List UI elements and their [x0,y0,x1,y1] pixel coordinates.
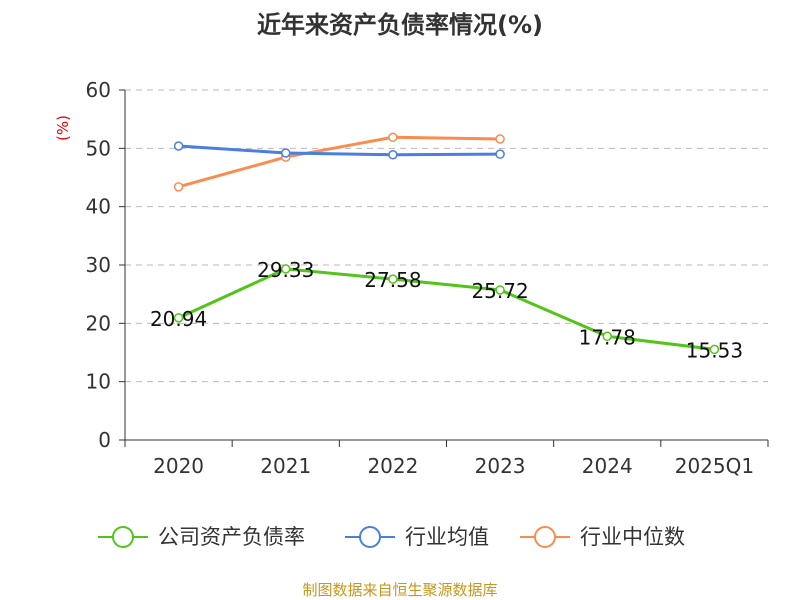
data-point [388,132,398,142]
x-tick-label: 2021 [260,454,311,478]
data-point [173,182,184,192]
data-point [173,313,184,323]
y-tick-label: 50 [86,136,111,160]
x-tick-label: 2025Q1 [675,454,754,478]
data-point [602,331,612,342]
data-point [281,148,291,158]
data-label: 20.94 [150,307,207,331]
data-point [495,285,505,295]
chart-title: 近年来资产负债率情况(%) [257,11,543,39]
series-line [178,144,501,157]
data-label: 25.72 [471,279,528,303]
y-axis-label: (%) [54,115,72,141]
x-tick-label: 2022 [367,454,418,478]
x-tick-label: 2024 [582,454,633,478]
data-point [281,264,291,274]
series-line [178,135,501,189]
legend-marker [359,526,381,548]
legend-marker [112,526,134,548]
data-point [173,141,184,151]
data-label: 15.53 [686,338,743,362]
legend-label: 公司资产负债率 [158,525,305,549]
data-point [495,134,505,144]
y-tick-label: 10 [86,370,111,394]
legend-marker [534,526,556,548]
data-point [709,344,720,355]
data-label: 17.78 [579,325,636,349]
data-label: 27.58 [364,268,421,292]
data-point [495,149,505,159]
x-tick-label: 2023 [475,454,526,478]
y-tick-label: 40 [86,195,111,219]
y-tick-label: 20 [86,311,111,335]
y-tick-label: 0 [98,428,111,452]
y-tick-label: 30 [86,253,111,277]
source-note: 制图数据来自恒生聚源数据库 [302,581,497,599]
legend-label: 行业中位数 [580,525,685,549]
series-line [177,267,715,351]
x-tick-label: 2020 [153,454,204,478]
data-point [388,274,398,284]
data-label: 29.33 [257,258,314,282]
y-tick-label: 60 [86,78,111,102]
legend-label: 行业均值 [405,525,489,549]
data-point [388,150,398,160]
